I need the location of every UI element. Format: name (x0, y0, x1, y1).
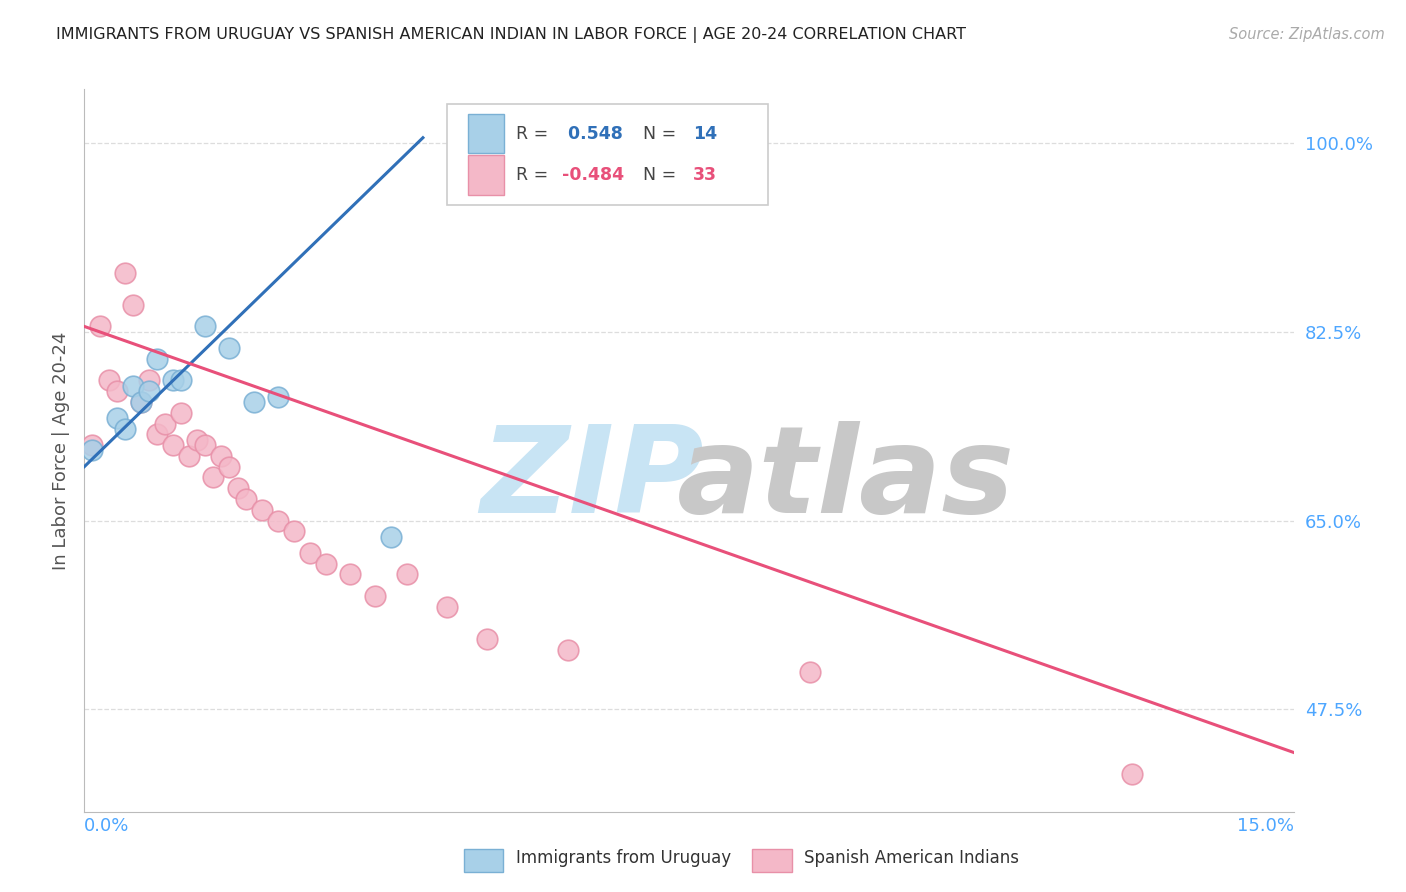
Text: R =: R = (516, 166, 554, 184)
Point (153, 417, 176, 431)
Point (299, 546, 322, 560)
Point (129, 395, 152, 409)
Text: 14: 14 (693, 125, 717, 143)
Point (121, 298, 143, 312)
Text: Immigrants from Uruguay: Immigrants from Uruguay (516, 849, 731, 867)
Point (250, 502, 273, 516)
Point (557, 643, 579, 657)
Point (121, 378, 143, 392)
Point (380, 530, 402, 544)
Point (146, 351, 169, 366)
FancyBboxPatch shape (468, 113, 503, 153)
Text: Spanish American Indians: Spanish American Indians (804, 849, 1019, 867)
Point (170, 406, 193, 420)
Text: R =: R = (516, 125, 554, 143)
Y-axis label: In Labor Force | Age 20-24: In Labor Force | Age 20-24 (52, 331, 70, 570)
Text: 15.0%: 15.0% (1236, 817, 1294, 835)
Point (105, 411, 128, 425)
Point (82, 438, 104, 452)
Point (267, 390, 290, 404)
Point (170, 373, 193, 387)
Point (218, 459, 240, 474)
Point (339, 567, 361, 582)
Point (218, 341, 240, 355)
Point (129, 395, 152, 409)
FancyBboxPatch shape (468, 155, 503, 194)
Point (477, 632, 499, 647)
Point (267, 514, 290, 528)
Text: atlas: atlas (678, 421, 1015, 538)
Point (162, 373, 184, 387)
Point (114, 266, 136, 280)
Point (186, 433, 208, 447)
Point (82, 443, 104, 458)
Text: ZIP: ZIP (481, 421, 704, 538)
Point (202, 470, 225, 484)
Point (138, 373, 160, 387)
Text: 33: 33 (693, 166, 717, 184)
Point (226, 481, 249, 495)
Point (242, 395, 264, 409)
Point (395, 567, 418, 582)
Text: 0.0%: 0.0% (84, 817, 129, 835)
Point (179, 449, 201, 463)
Point (209, 449, 232, 463)
Point (363, 589, 385, 603)
Text: N =: N = (633, 125, 682, 143)
Point (799, 665, 821, 679)
Point (1121, 767, 1143, 781)
Text: N =: N = (633, 166, 682, 184)
Point (105, 384, 128, 399)
Point (194, 319, 217, 334)
Point (235, 491, 257, 506)
Point (436, 599, 458, 614)
Point (146, 427, 169, 442)
Point (162, 438, 184, 452)
Point (194, 438, 217, 452)
Point (315, 557, 337, 571)
Point (283, 524, 305, 539)
FancyBboxPatch shape (447, 103, 768, 205)
Text: Source: ZipAtlas.com: Source: ZipAtlas.com (1229, 27, 1385, 42)
Text: -0.484: -0.484 (562, 166, 624, 184)
Point (114, 422, 136, 436)
Point (97, 373, 120, 387)
Point (138, 384, 160, 399)
Text: 0.548: 0.548 (562, 125, 623, 143)
Text: IMMIGRANTS FROM URUGUAY VS SPANISH AMERICAN INDIAN IN LABOR FORCE | AGE 20-24 CO: IMMIGRANTS FROM URUGUAY VS SPANISH AMERI… (56, 27, 966, 43)
Point (89, 319, 111, 334)
